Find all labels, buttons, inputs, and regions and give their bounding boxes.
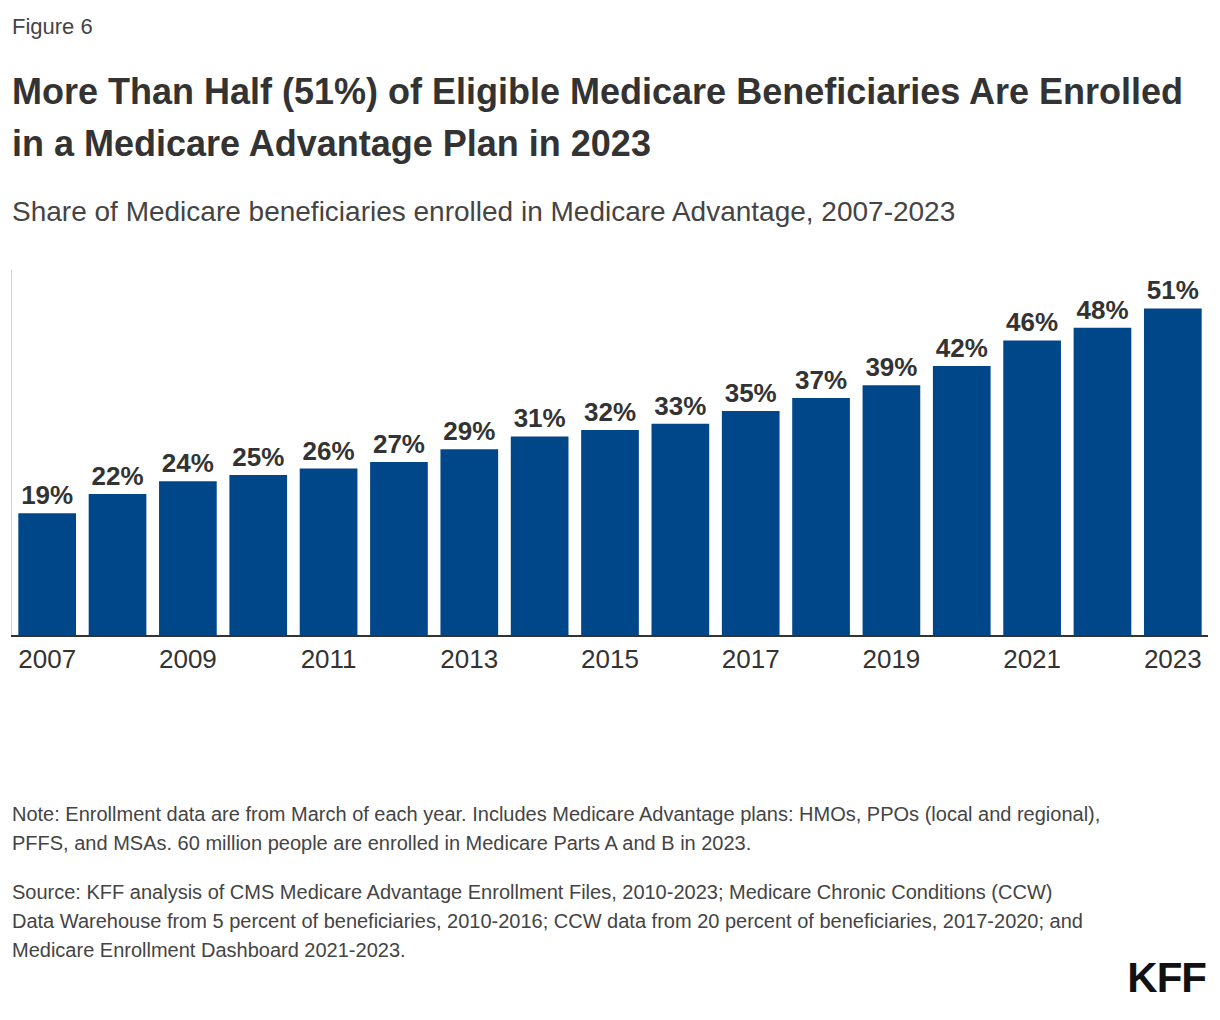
svg-text:22%: 22% bbox=[92, 461, 144, 491]
svg-text:2013: 2013 bbox=[440, 644, 498, 674]
svg-text:27%: 27% bbox=[373, 429, 425, 459]
html-text:Figure 6: Figure 6 bbox=[12, 14, 93, 39]
svg-text:35%: 35% bbox=[725, 378, 777, 408]
svg-text:46%: 46% bbox=[1006, 307, 1058, 337]
svg-text:2007: 2007 bbox=[18, 644, 76, 674]
svg-text:2011: 2011 bbox=[301, 644, 357, 674]
svg-text:33%: 33% bbox=[654, 391, 706, 421]
svg-text:29%: 29% bbox=[443, 416, 495, 446]
svg-text:24%: 24% bbox=[162, 448, 214, 478]
svg-text:25%: 25% bbox=[232, 442, 284, 472]
svg-text:2023: 2023 bbox=[1144, 644, 1202, 674]
html-text:Share of Medicare beneficiarie: Share of Medicare beneficiaries enrolled… bbox=[12, 196, 956, 227]
svg-text:39%: 39% bbox=[865, 352, 917, 382]
svg-text:26%: 26% bbox=[303, 436, 355, 466]
svg-text:42%: 42% bbox=[936, 333, 988, 363]
svg-text:51%: 51% bbox=[1147, 275, 1199, 305]
svg-text:2019: 2019 bbox=[862, 644, 920, 674]
html-text:More Than Half (51%) of Eligib: More Than Half (51%) of Eligible Medicar… bbox=[12, 71, 1183, 164]
svg-text:2015: 2015 bbox=[581, 644, 639, 674]
svg-text:31%: 31% bbox=[514, 403, 566, 433]
svg-text:37%: 37% bbox=[795, 365, 847, 395]
svg-text:2009: 2009 bbox=[159, 644, 217, 674]
svg-text:48%: 48% bbox=[1076, 295, 1128, 325]
html-text:Source: KFF analysis of CMS Me: Source: KFF analysis of CMS Medicare Adv… bbox=[12, 881, 1083, 961]
svg-text:2021: 2021 bbox=[1003, 644, 1061, 674]
svg-text:2017: 2017 bbox=[722, 644, 780, 674]
svg-text:32%: 32% bbox=[584, 397, 636, 427]
html-text:KFF: KFF bbox=[1127, 954, 1206, 1001]
html-text:Note: Enrollment data are from: Note: Enrollment data are from March of … bbox=[12, 803, 1101, 854]
svg-text:19%: 19% bbox=[21, 480, 73, 510]
